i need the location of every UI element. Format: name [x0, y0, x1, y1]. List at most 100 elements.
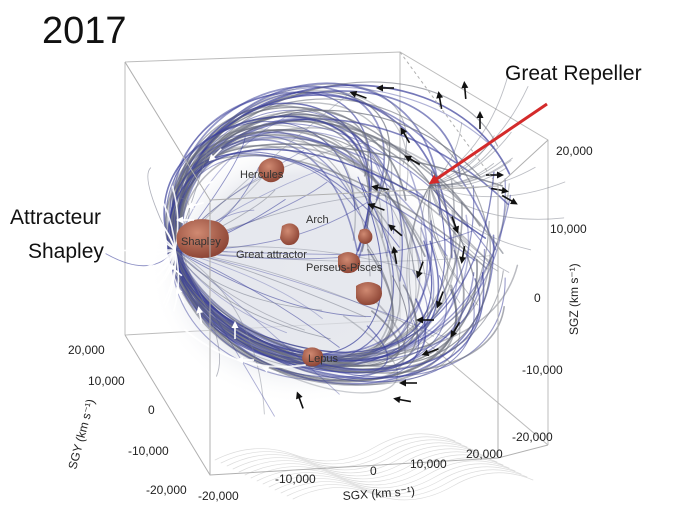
flow-line [429, 157, 513, 186]
flow-line [214, 433, 456, 462]
label-shapley: Shapley [181, 236, 221, 248]
flow-arrow [486, 171, 504, 179]
flow-line [408, 184, 431, 326]
flow-line [429, 184, 499, 272]
flow-line [167, 128, 356, 251]
sgy-tick: 20,000 [68, 343, 105, 357]
flow-line [171, 128, 371, 277]
label-lepus: Lepus [308, 353, 338, 365]
flow-line [427, 184, 461, 304]
sgy-tick: -20,000 [146, 483, 187, 497]
flow-arrow [399, 379, 417, 387]
flow-line [173, 248, 458, 386]
sgy-tick: 10,000 [88, 374, 125, 388]
flow-line [429, 184, 532, 251]
flow-arrow [388, 224, 403, 237]
flow-line [262, 457, 504, 486]
hercules-blob [258, 158, 285, 183]
flow-line [429, 86, 529, 186]
structure-labels: Hercules Shapley Arch Great attractor Pe… [181, 169, 383, 365]
sgz-axis-label: SGZ (km s⁻¹) [567, 263, 581, 335]
flow-line [170, 153, 476, 262]
flow-line [174, 256, 492, 367]
flow-line [429, 167, 508, 187]
flow-arrow [450, 321, 461, 338]
flow-line [142, 200, 176, 251]
label-hercules: Hercules [240, 169, 284, 181]
sgy-tick: 0 [148, 403, 155, 417]
year-title: 2017 [42, 10, 127, 52]
flow-line [292, 472, 534, 501]
structures [176, 158, 382, 367]
pisces-blob [356, 282, 382, 306]
sgz-ticks: 20,000 10,000 0 -10,000 -20,000 [512, 144, 593, 444]
flow-line [220, 436, 462, 465]
flow-line [411, 184, 431, 275]
flow-line [429, 184, 565, 220]
flow-line [174, 249, 340, 348]
flow-line [274, 463, 516, 492]
flow-line [173, 210, 401, 357]
flow-arrow [393, 396, 412, 404]
flow-line [428, 184, 461, 284]
great-repeller-arrow [428, 102, 548, 185]
flow-line [406, 184, 431, 331]
flow-arrow [476, 111, 484, 129]
flow-line [164, 249, 177, 308]
flow-line [250, 451, 492, 480]
arch-blob-1 [280, 223, 300, 246]
flow-arrow [176, 216, 194, 224]
sgz-tick: 0 [534, 291, 541, 305]
sgz-tick: -20,000 [512, 430, 553, 444]
flow-line [173, 127, 465, 255]
perseus-blob [338, 252, 361, 274]
flow-lines [105, 73, 566, 501]
flow-line [181, 139, 358, 252]
sgz-tick: 10,000 [550, 222, 587, 236]
sgz-tick: -10,000 [522, 363, 563, 377]
flow-line [168, 207, 394, 368]
box-front [124, 51, 549, 476]
flow-line [174, 249, 331, 340]
flow-arrow [186, 201, 204, 209]
sgy-axis-label: SGY (km s⁻¹) [65, 397, 97, 470]
label-perseus-pisces: Perseus-Pisces [306, 262, 383, 274]
flow-line [232, 442, 474, 471]
flow-line [268, 460, 510, 489]
flow-arrow [236, 356, 254, 364]
flow-line [429, 131, 512, 186]
sgx-tick: 0 [370, 464, 377, 478]
flow-line [172, 255, 485, 379]
flow-line [177, 146, 492, 266]
flow-arrow [501, 194, 518, 205]
flow-line [427, 184, 446, 258]
flow-line [174, 249, 323, 311]
great-repeller-label: Great Repeller [505, 62, 642, 85]
lepus-blob [302, 347, 324, 367]
flow-line [137, 249, 176, 295]
attractor-label-line2: Shapley [28, 240, 104, 263]
flow-line [429, 184, 510, 273]
flow-line [170, 105, 409, 249]
flow-line [174, 249, 275, 417]
flow-line [244, 448, 486, 477]
sgx-tick: 10,000 [410, 457, 447, 471]
flow-arrow [391, 246, 399, 265]
flow-arrows [168, 81, 518, 409]
flow-arrow [367, 203, 385, 211]
flow-line [178, 129, 388, 255]
flow-line [172, 151, 400, 250]
label-arch: Arch [306, 214, 329, 226]
label-great-attractor: Great attractor [236, 249, 307, 261]
flow-arrow [400, 127, 411, 144]
flow-arrow [196, 306, 204, 325]
flow-line [126, 211, 176, 251]
sgx-tick: 20,000 [466, 447, 503, 461]
sgz-tick: 20,000 [556, 144, 593, 158]
sgx-ticks: -20,000 -10,000 0 10,000 20,000 [198, 447, 503, 503]
flow-arrow [459, 245, 467, 264]
flow-line [429, 181, 566, 198]
flow-arrow [261, 366, 279, 374]
flow-line [429, 122, 463, 186]
